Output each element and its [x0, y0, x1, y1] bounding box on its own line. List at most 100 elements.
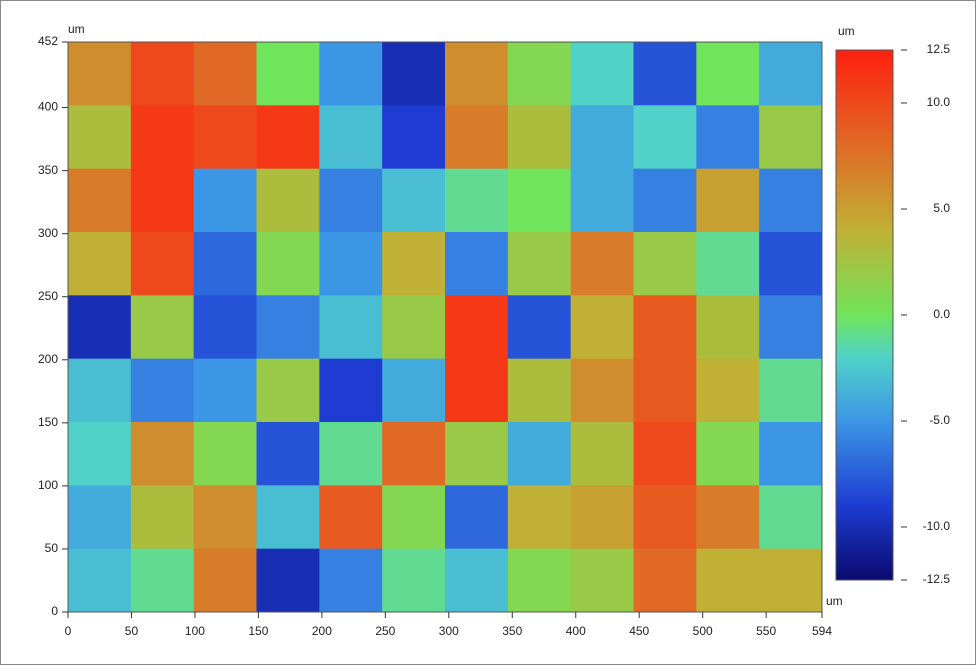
heatmap-cell: [382, 42, 445, 106]
heatmap-cell: [131, 422, 194, 486]
heatmap-cell: [571, 549, 634, 613]
heatmap-cell: [131, 232, 194, 296]
heatmap-cell: [194, 359, 257, 423]
y-tick-label: 250: [38, 289, 58, 303]
heatmap-cell: [319, 42, 382, 106]
heatmap-cell: [257, 359, 320, 423]
heatmap-cell: [382, 295, 445, 359]
colorbar-tick-label: -12.5: [923, 572, 951, 586]
heatmap-cell: [68, 295, 131, 359]
heatmap-cell: [571, 42, 634, 106]
heatmap-cell: [194, 42, 257, 106]
heatmap-cell: [319, 549, 382, 613]
heatmap-cell: [68, 232, 131, 296]
heatmap-cell: [319, 295, 382, 359]
heatmap-cell: [257, 295, 320, 359]
heatmap-cell: [696, 105, 759, 169]
x-tick-label: 550: [756, 624, 776, 638]
heatmap-cell: [508, 42, 571, 106]
heatmap-cell: [759, 549, 822, 613]
heatmap-cell: [445, 169, 508, 233]
heatmap-cell: [319, 169, 382, 233]
heatmap-cell: [68, 485, 131, 549]
colorbar-tick-label: 12.5: [927, 42, 951, 56]
heatmap-cell: [445, 549, 508, 613]
heatmap-cell: [68, 105, 131, 169]
heatmap-cell: [68, 422, 131, 486]
x-tick-label: 350: [502, 624, 522, 638]
heatmap-cell: [131, 295, 194, 359]
heatmap-cell: [571, 169, 634, 233]
y-tick-label: 400: [38, 100, 58, 114]
heatmap-cell: [759, 105, 822, 169]
heatmap-cell: [194, 169, 257, 233]
x-tick-label: 150: [248, 624, 268, 638]
heatmap-cell: [319, 232, 382, 296]
y-tick-label: 150: [38, 415, 58, 429]
heatmap-cell: [571, 295, 634, 359]
heatmap-cell: [68, 359, 131, 423]
chart: um um um 0501001502002503003504004505005…: [0, 0, 977, 666]
heatmap-cell: [696, 295, 759, 359]
heatmap-cell: [759, 359, 822, 423]
heatmap-cell: [319, 485, 382, 549]
heatmap-cell: [508, 422, 571, 486]
heatmap-cell: [508, 169, 571, 233]
x-tick-label: 594: [812, 624, 832, 638]
heatmap-cell: [319, 105, 382, 169]
heatmap-cell: [319, 359, 382, 423]
heatmap-cell: [759, 169, 822, 233]
heatmap-cell: [257, 549, 320, 613]
heatmap-cell: [634, 232, 697, 296]
y-tick-label: 50: [45, 541, 59, 555]
heatmap-cell: [508, 549, 571, 613]
heatmap-cell: [382, 169, 445, 233]
heatmap-cell: [445, 359, 508, 423]
heatmap-cell: [445, 485, 508, 549]
y-tick-label: 452: [38, 34, 58, 48]
heatmap-cell: [131, 549, 194, 613]
heatmap-cell: [194, 232, 257, 296]
heatmap-cell: [696, 42, 759, 106]
heatmap-cell: [194, 485, 257, 549]
heatmap-cell: [68, 42, 131, 106]
heatmap-cell: [634, 422, 697, 486]
x-tick-label: 250: [375, 624, 395, 638]
heatmap-cell: [194, 105, 257, 169]
x-tick-label: 200: [312, 624, 332, 638]
heatmap-cell: [319, 422, 382, 486]
y-tick-label: 0: [51, 604, 58, 618]
x-tick-label: 400: [566, 624, 586, 638]
heatmap-cell: [634, 295, 697, 359]
heatmap-cell: [634, 42, 697, 106]
x-tick-label: 50: [125, 624, 139, 638]
heatmap-cell: [445, 42, 508, 106]
heatmap-cell: [571, 359, 634, 423]
heatmap-cell: [382, 105, 445, 169]
colorbar-tick-label: 0.0: [933, 307, 950, 321]
heatmap-cell: [382, 485, 445, 549]
heatmap-cell: [257, 232, 320, 296]
heatmap-cell: [759, 42, 822, 106]
heatmap-cell: [571, 232, 634, 296]
heatmap-cell: [508, 359, 571, 423]
heatmap-cell: [571, 485, 634, 549]
heatmap-cell: [257, 105, 320, 169]
x-tick-label: 0: [65, 624, 72, 638]
heatmap-cell: [445, 422, 508, 486]
heatmap-cell: [571, 105, 634, 169]
heatmap-cell: [131, 42, 194, 106]
heatmap-cell: [696, 359, 759, 423]
heatmap-cell: [194, 422, 257, 486]
heatmap-cell: [634, 169, 697, 233]
heatmap-cell: [131, 169, 194, 233]
heatmap-cell: [759, 422, 822, 486]
x-tick-label: 100: [185, 624, 205, 638]
heatmap-cell: [759, 485, 822, 549]
y-tick-label: 100: [38, 478, 58, 492]
heatmap-cell: [131, 359, 194, 423]
y-tick-label: 300: [38, 226, 58, 240]
heatmap-cell: [257, 42, 320, 106]
heatmap-cell: [696, 422, 759, 486]
heatmap-cell: [382, 232, 445, 296]
